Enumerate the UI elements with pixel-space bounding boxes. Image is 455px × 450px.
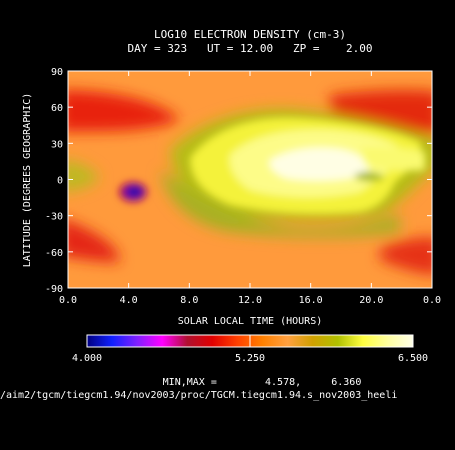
y-axis: 90 60 30 0 -30 -60 -90 — [45, 67, 432, 295]
x-axis-label: SOLAR LOCAL TIME (HOURS) — [178, 316, 323, 327]
x-tick-label: 20.0 — [359, 295, 383, 306]
y-tick-label: 0 — [57, 176, 63, 187]
y-axis-label: LATITUDE (DEGREES GEOGRAPHIC) — [22, 93, 33, 268]
y-tick-label: 60 — [51, 103, 63, 114]
y-tick-label: 30 — [51, 139, 63, 150]
y-tick-label: -60 — [45, 248, 63, 259]
chart-subtitle: DAY = 323 UT = 12.00 ZP = 2.00 — [127, 42, 372, 55]
x-tick-label: 0.0 — [59, 295, 77, 306]
x-tick-label: 0.0 — [423, 295, 441, 306]
x-tick-label: 16.0 — [299, 295, 323, 306]
x-tick-label: 12.0 — [238, 295, 262, 306]
y-tick-label: 90 — [51, 67, 63, 78]
x-axis: 0.0 4.0 8.0 12.0 16.0 20.0 0.0 — [59, 71, 441, 306]
min-max-readout: MIN,MAX = 4.578, 6.360 — [163, 377, 362, 388]
heatmap-field — [68, 71, 432, 288]
colorbar-min-label: 4.000 — [72, 353, 102, 364]
chart-title: LOG10 ELECTRON DENSITY (cm-3) — [154, 28, 346, 41]
footer-path: /aim2/tgcm/tiegcm1.94/nov2003/proc/TGCM.… — [0, 390, 397, 401]
colorbar-mid-label: 5.250 — [235, 353, 265, 364]
x-tick-label: 4.0 — [120, 295, 138, 306]
colorbar-max-label: 6.500 — [398, 353, 428, 364]
y-tick-label: -30 — [45, 212, 63, 223]
x-tick-label: 8.0 — [180, 295, 198, 306]
y-tick-label: -90 — [45, 284, 63, 295]
